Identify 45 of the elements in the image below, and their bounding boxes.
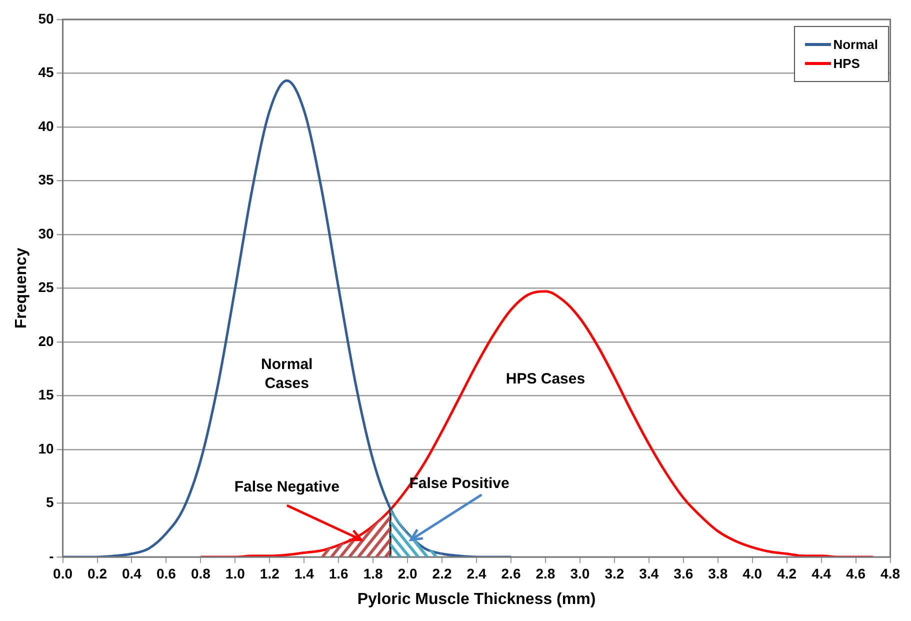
annotation: Normal Cases	[261, 356, 313, 392]
y-tick-label: 50	[38, 10, 54, 26]
x-tick-label: 3.0	[570, 565, 590, 582]
x-tick-label: 1.0	[225, 565, 246, 582]
x-tick-label: 3.4	[639, 565, 659, 582]
x-tick-label: 0.0	[53, 565, 73, 582]
y-tick-label: 30	[38, 225, 54, 242]
x-tick-label: 4.0	[742, 565, 762, 582]
x-tick-label: 0.2	[88, 565, 108, 582]
annotation: HPS Cases	[506, 370, 586, 388]
x-tick-label: 4.4	[812, 565, 832, 582]
annotation: False Negative	[234, 478, 340, 496]
x-tick-label: 4.2	[777, 565, 797, 582]
y-tick-label: 10	[38, 440, 54, 456]
x-tick-label: 3.8	[708, 565, 728, 582]
y-tick-label: 45	[38, 64, 54, 80]
x-tick-label: 3.2	[604, 565, 624, 582]
legend-label: Normal	[833, 37, 878, 52]
x-axis-title: Pyloric Muscle Thickness (mm)	[357, 590, 596, 608]
y-tick-label: 25	[38, 279, 54, 296]
x-tick-label: 4.8	[880, 565, 900, 582]
y-tick-label: 20	[38, 332, 54, 349]
x-tick-label: 2.2	[432, 565, 452, 582]
y-tick-label: -	[49, 548, 54, 564]
x-tick-label: 0.8	[190, 565, 211, 582]
line-series	[199, 290, 874, 557]
x-tick-label: 2.4	[466, 565, 486, 582]
x-tick-label: 2.0	[398, 565, 418, 582]
y-tick-label: 15	[38, 386, 54, 403]
x-tick-label: 1.4	[294, 565, 314, 582]
x-tick-label: 2.6	[501, 565, 521, 582]
x-tick-label: 3.6	[674, 565, 694, 582]
x-tick-label: 1.6	[328, 565, 349, 582]
legend-label: HPS	[833, 56, 860, 71]
y-axis-title: Frequency	[13, 248, 30, 329]
x-tick-label: 1.8	[363, 565, 384, 582]
y-tick-label: 5	[46, 494, 54, 510]
x-tick-label: 4.6	[846, 565, 866, 582]
annotation: False Positive	[409, 475, 510, 492]
x-tick-label: 2.8	[536, 565, 556, 582]
x-tick-label: 1.2	[260, 565, 280, 582]
y-tick-label: 35	[38, 172, 54, 188]
y-tick-label: 40	[38, 118, 54, 134]
x-tick-label: 0.4	[122, 565, 142, 582]
x-tick-label: 0.6	[156, 565, 176, 582]
